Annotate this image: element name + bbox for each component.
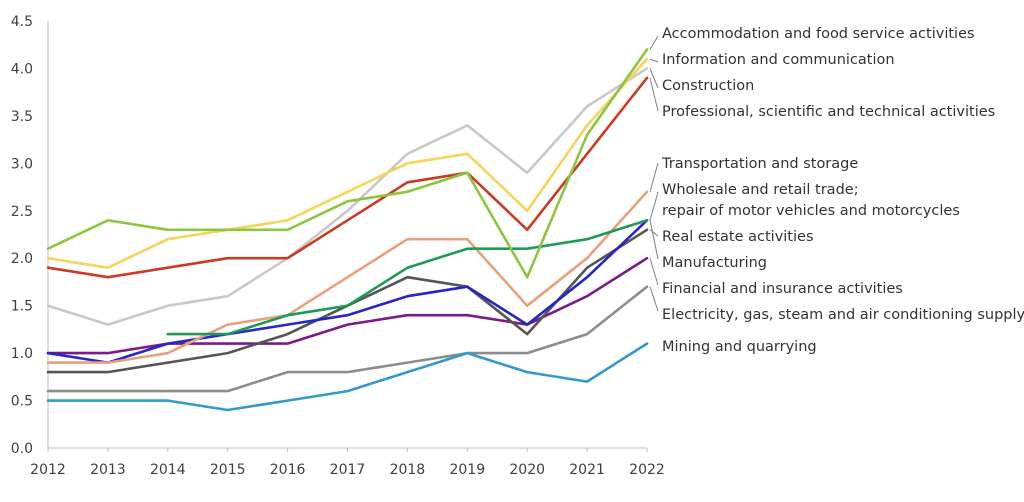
y-tick-label: 0.0 bbox=[11, 441, 33, 457]
x-tick-label: 2012 bbox=[30, 462, 66, 478]
x-tick-label: 2016 bbox=[270, 462, 306, 478]
y-tick-label: 4.0 bbox=[11, 61, 33, 77]
x-tick-label: 2018 bbox=[390, 462, 426, 478]
legend-leader-line bbox=[649, 162, 659, 192]
series-line-7 bbox=[46, 219, 649, 364]
x-tick-label: 2022 bbox=[629, 462, 665, 478]
series-line-5 bbox=[166, 219, 649, 336]
legend-leader-line bbox=[649, 220, 659, 260]
legend-label: Accommodation and food service activitie… bbox=[662, 26, 975, 42]
legend-leader-line bbox=[649, 229, 659, 237]
legend-label: Information and communication bbox=[662, 52, 895, 68]
y-tick-label: 2.5 bbox=[11, 204, 33, 220]
legend-label: Electricity, gas, steam and air conditio… bbox=[662, 307, 1024, 323]
x-tick-label: 2019 bbox=[449, 462, 485, 478]
legend-leader-line bbox=[649, 258, 659, 286]
chart-series bbox=[46, 48, 649, 412]
series-line-0 bbox=[46, 48, 649, 279]
legend-leader-line bbox=[649, 191, 659, 221]
series-line-9 bbox=[46, 285, 649, 393]
legend-label: Professional, scientific and technical a… bbox=[662, 104, 995, 120]
x-tick-label: 2015 bbox=[210, 462, 246, 478]
series-line-2 bbox=[46, 67, 649, 326]
series-line-10 bbox=[46, 342, 649, 412]
y-tick-label: 3.5 bbox=[11, 109, 33, 125]
y-tick-label: 4.5 bbox=[11, 14, 33, 30]
legend-leader-line bbox=[649, 35, 659, 50]
chart-legend: Accommodation and food service activitie… bbox=[649, 26, 1024, 355]
y-tick-label: 1.0 bbox=[11, 346, 33, 362]
y-tick-label: 3.0 bbox=[11, 156, 33, 172]
legend-label: Manufacturing bbox=[662, 255, 767, 271]
x-tick-label: 2017 bbox=[330, 462, 366, 478]
series-line-8 bbox=[46, 256, 649, 355]
y-tick-label: 2.0 bbox=[11, 251, 33, 267]
legend-label: Transportation and storage bbox=[661, 156, 858, 172]
y-tick-label: 0.5 bbox=[11, 394, 33, 410]
x-tick-label: 2013 bbox=[90, 462, 126, 478]
x-tick-label: 2020 bbox=[509, 462, 545, 478]
legend-leader-line bbox=[649, 286, 659, 312]
series-line-4 bbox=[46, 190, 649, 364]
legend-leader-line bbox=[649, 58, 659, 63]
x-tick-label: 2014 bbox=[150, 462, 186, 478]
legend-label: Mining and quarrying bbox=[662, 339, 817, 355]
legend-label: Financial and insurance activities bbox=[662, 281, 903, 297]
legend-label: Real estate activities bbox=[662, 229, 814, 245]
x-tick-label: 2021 bbox=[569, 462, 605, 478]
legend-label: Wholesale and retail trade; bbox=[662, 182, 859, 198]
legend-label: Construction bbox=[662, 78, 754, 94]
legend-leader-line bbox=[649, 77, 659, 112]
legend-label: repair of motor vehicles and motorcycles bbox=[662, 203, 960, 219]
series-line-3 bbox=[46, 76, 649, 279]
series-line-1 bbox=[46, 57, 649, 269]
y-tick-label: 1.5 bbox=[11, 299, 33, 315]
legend-leader-line bbox=[649, 68, 659, 89]
chart-axes: 0.0 0.5 1.0 1.5 2.0 2.5 3.0 3.5 4.0 4.5 2012 2013 20… bbox=[11, 14, 665, 478]
